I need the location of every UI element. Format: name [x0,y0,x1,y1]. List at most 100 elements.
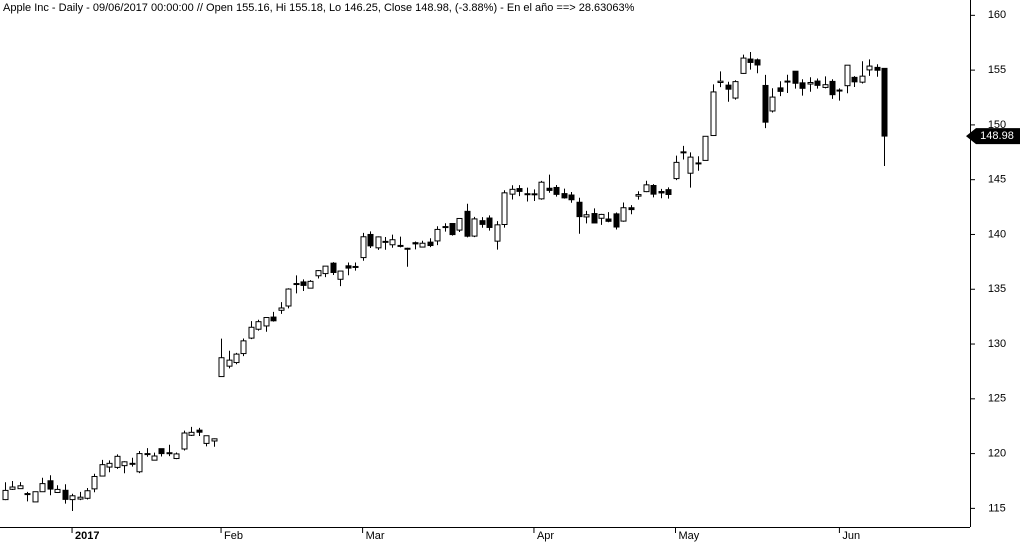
chart-title: Apple Inc - Daily - 09/06/2017 00:00:00 … [3,2,635,14]
candle-body [605,218,612,222]
candle-body [77,496,84,500]
candle-body [307,280,314,289]
x-tick-label: 2017 [75,530,99,542]
candle-body [91,475,98,490]
candle-body [695,162,702,165]
candle-body [524,193,531,196]
candle-body [598,213,605,219]
y-tick-label: 155 [988,64,1006,76]
candle-body [874,66,881,71]
candle-body [814,80,821,86]
candle-body [784,80,791,83]
candle-body [54,488,61,493]
candle-body [486,217,493,228]
candle-body [553,186,560,195]
candle-body [747,58,754,63]
candle-body [561,193,568,199]
candle-body [501,192,508,225]
candle-body [382,240,389,243]
candle-body [270,316,277,322]
y-tick-label: 160 [988,9,1006,21]
candle-body [471,218,478,237]
candle-body [613,213,620,228]
candle-body [419,242,426,248]
candle-body [315,270,322,277]
candle-body [754,59,761,66]
candle-body [844,64,851,87]
candle-body [650,184,657,195]
candle-body [84,490,91,499]
y-tick-label: 130 [988,338,1006,350]
candle-body [285,288,292,307]
candle-body [479,220,486,225]
candle-body [427,241,434,247]
candle-body [717,80,724,84]
candle-body [144,453,151,456]
candle-body [114,455,121,468]
candle-body [442,226,449,229]
candle-body [99,464,106,477]
candle-body [166,452,173,455]
candle-body [665,189,672,195]
candle-body [673,161,680,180]
candle-body [337,270,344,280]
candle-body [196,429,203,433]
candle-body [121,461,128,467]
candle-body [658,191,665,194]
candle-body [211,438,218,442]
candle-body [2,489,9,501]
candle-body [576,201,583,218]
candle-body [322,265,329,275]
candle-body [278,307,285,311]
candle-body [397,244,404,247]
y-tick-label: 140 [988,228,1006,240]
candle-body [829,80,836,96]
candle-body [777,87,784,92]
candle-body [792,70,799,84]
last-price-label: 148.98 [980,130,1014,142]
candle-body [583,214,590,218]
x-tick-label: May [679,530,700,542]
candle-body [531,193,538,196]
candle-body [434,228,441,242]
candle-body [233,353,240,364]
candle-body [255,321,262,330]
candle-body [464,210,471,237]
candle-body [248,326,255,339]
candle-body [226,359,233,367]
candle-body [740,57,747,74]
candle-body [807,82,814,85]
x-tick-label: Feb [224,530,243,542]
candle-body [69,495,76,501]
candle-body [769,96,776,112]
y-tick-label: 150 [988,119,1006,131]
candle-body [404,247,411,250]
candle-body [330,262,337,273]
candle-body [62,489,69,500]
candle-body [799,82,806,89]
candle-body [516,188,523,192]
y-tick-label: 125 [988,393,1006,405]
candle-body [300,281,307,286]
candle-body [389,239,396,246]
candle-body [687,156,694,174]
candle-body [24,493,31,496]
candle-body [456,217,463,231]
y-tick-label: 145 [988,174,1006,186]
candle-body [293,283,300,286]
candle-body [591,213,598,224]
candle-body [881,67,888,137]
x-tick-label: Jun [842,530,860,542]
candle-body [732,81,739,99]
y-tick-label: 135 [988,283,1006,295]
candle-body [188,431,195,436]
x-tick-label: Apr [537,530,554,542]
y-tick-label: 115 [988,502,1006,514]
candle-body [9,486,16,490]
candle-body [345,265,352,269]
candle-body [822,84,829,88]
candle-body [151,455,158,461]
candle-body [509,188,516,195]
candle-body [240,340,247,355]
